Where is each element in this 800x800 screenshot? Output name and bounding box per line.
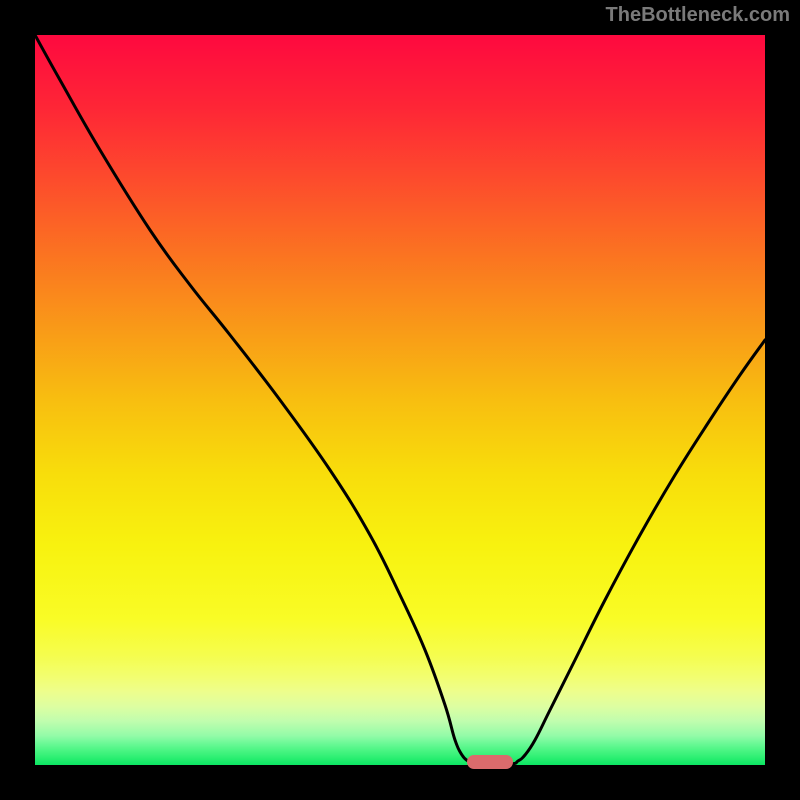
- watermark-text: TheBottleneck.com: [606, 4, 790, 27]
- optimal-marker: [467, 755, 513, 769]
- curve-path: [35, 35, 765, 764]
- chart-container: { "chart": { "type": "line", "width": 80…: [0, 0, 800, 800]
- plot-area: [35, 35, 765, 765]
- bottleneck-curve: [35, 35, 765, 765]
